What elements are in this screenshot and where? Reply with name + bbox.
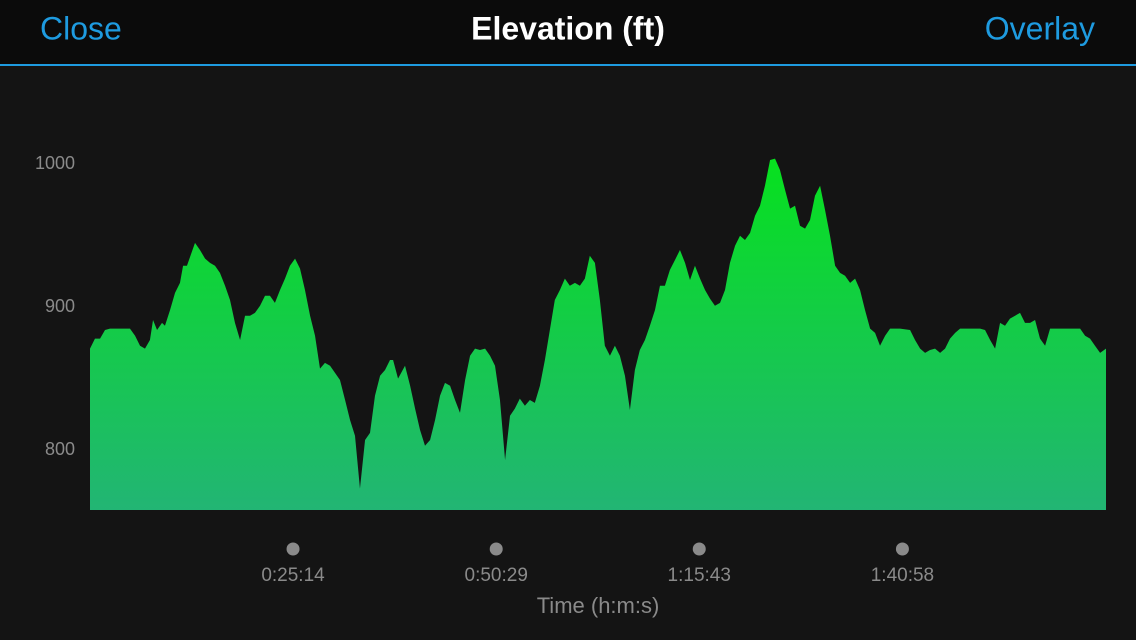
x-tick-dot [895, 542, 909, 556]
x-axis-title: Time (h:m:s) [537, 593, 660, 618]
elevation-area [90, 158, 1106, 511]
nav-title: Elevation (ft) [471, 10, 665, 46]
overlay-button[interactable]: Overlay [985, 10, 1095, 46]
x-tick-label: 0:50:29 [465, 565, 528, 586]
nav-bar [0, 0, 1136, 64]
y-tick-label: 900 [45, 296, 75, 316]
y-tick-label: 800 [45, 439, 75, 459]
x-tick-label: 0:25:14 [261, 565, 325, 586]
close-button[interactable]: Close [40, 10, 122, 46]
x-tick-dot [692, 542, 706, 556]
x-tick-label: 1:15:43 [668, 565, 731, 586]
x-tick-dot [489, 542, 503, 556]
y-tick-label: 1000 [35, 153, 75, 173]
x-tick-label: 1:40:58 [871, 565, 934, 586]
x-tick-dot [286, 542, 300, 556]
